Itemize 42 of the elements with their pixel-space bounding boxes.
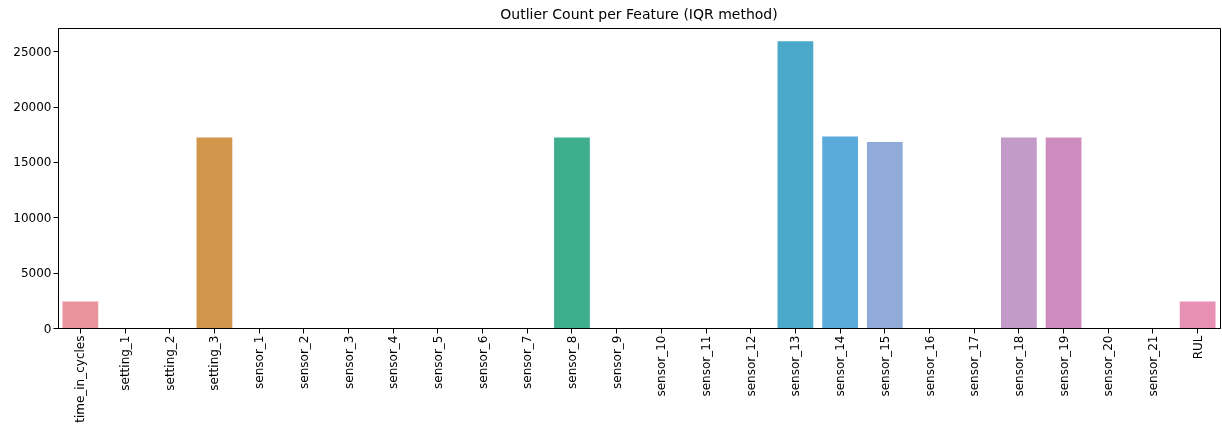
x-tick-label: sensor_11 bbox=[699, 335, 714, 397]
bar bbox=[822, 136, 858, 328]
x-tick-label: sensor_3 bbox=[341, 335, 356, 389]
x-tick-label: sensor_18 bbox=[1011, 335, 1026, 397]
x-tick-label: sensor_20 bbox=[1101, 335, 1116, 397]
bar bbox=[1001, 137, 1037, 328]
y-tick-label: 25000 bbox=[13, 44, 52, 59]
x-tick-label: sensor_17 bbox=[967, 335, 982, 397]
x-tick-label: sensor_8 bbox=[564, 335, 579, 389]
x-tick-label: sensor_9 bbox=[609, 335, 624, 389]
x-tick-label: sensor_19 bbox=[1056, 335, 1071, 397]
bar bbox=[866, 142, 903, 328]
y-tick-label: 15000 bbox=[13, 155, 52, 170]
x-tick-label: sensor_4 bbox=[386, 335, 401, 389]
bar bbox=[1179, 301, 1216, 328]
x-tick-label: RUL bbox=[1190, 335, 1205, 360]
chart-title: Outlier Count per Feature (IQR method) bbox=[500, 6, 778, 22]
x-tick-label: sensor_5 bbox=[430, 335, 445, 389]
x-tick-label: sensor_7 bbox=[520, 335, 535, 389]
x-tick-label: sensor_1 bbox=[252, 335, 267, 389]
x-tick-label: sensor_6 bbox=[475, 335, 490, 389]
x-tick-label: sensor_10 bbox=[654, 335, 669, 397]
y-tick-label: 10000 bbox=[13, 210, 52, 225]
x-tick-label: sensor_14 bbox=[833, 335, 848, 397]
bar bbox=[196, 137, 233, 328]
x-tick-label: sensor_2 bbox=[296, 335, 311, 389]
x-tick-label: sensor_15 bbox=[877, 335, 892, 397]
y-tick-label: 20000 bbox=[13, 100, 52, 115]
y-tick-label: 5000 bbox=[20, 266, 52, 281]
x-tick-label: sensor_13 bbox=[788, 335, 803, 397]
x-tick-label: setting_1 bbox=[118, 335, 133, 391]
bar bbox=[62, 301, 99, 328]
x-tick-label: setting_3 bbox=[207, 335, 222, 391]
x-tick-label: sensor_16 bbox=[922, 335, 937, 397]
x-tick-label: sensor_12 bbox=[743, 335, 758, 397]
bar bbox=[554, 137, 590, 328]
bar bbox=[1045, 137, 1082, 328]
x-tick-label: setting_2 bbox=[162, 335, 177, 391]
bar bbox=[777, 41, 814, 328]
x-tick-label: time_in_cycles bbox=[73, 335, 88, 423]
y-tick-label: 0 bbox=[43, 321, 52, 336]
x-tick-label: sensor_21 bbox=[1145, 335, 1160, 397]
